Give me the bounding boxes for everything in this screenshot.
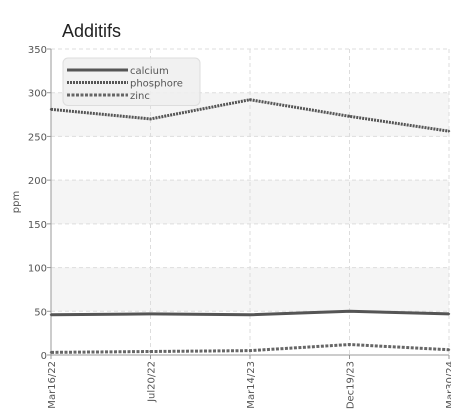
grid-band: [51, 180, 449, 224]
data-point-calcium: [49, 313, 53, 316]
y-tick-label: 200: [28, 176, 47, 187]
x-tick-label: Mar16/22: [47, 361, 58, 409]
series-lines: [49, 98, 451, 354]
y-tick-label: 100: [28, 264, 47, 275]
x-tick-label: Mar14/23: [246, 361, 257, 409]
data-point-calcium: [348, 310, 351, 313]
y-tick-label: 0: [41, 351, 47, 362]
grid-bands: [51, 92, 449, 312]
legend-label-zinc: zinc: [130, 91, 150, 102]
y-tick-label: 250: [28, 132, 47, 143]
data-point-phosphore: [447, 129, 451, 133]
axes: [47, 48, 450, 359]
chart-title: Additifs: [62, 21, 121, 41]
data-point-zinc: [149, 350, 152, 353]
y-tick-label: 50: [34, 307, 47, 318]
x-tick-label: Mar30/24: [445, 361, 451, 409]
data-point-phosphore: [248, 98, 252, 101]
legend-label-phosphore: phosphore: [130, 79, 183, 90]
y-tick-labels: 0 50 100 150 200 250 300 350: [28, 45, 47, 362]
y-tick-label: 350: [28, 45, 47, 56]
data-point-zinc: [447, 348, 451, 351]
data-point-calcium: [447, 312, 451, 316]
data-point-calcium: [248, 313, 252, 316]
x-tick-label: Dec19/23: [346, 361, 357, 409]
y-tick-label: 300: [28, 89, 47, 100]
data-point-phosphore: [149, 117, 152, 121]
x-tick-labels: Mar16/22 Jul20/22 Mar14/23 Dec19/23 Mar30/24: [47, 361, 451, 409]
y-tick-label: 150: [28, 220, 47, 231]
data-point-zinc: [348, 343, 351, 346]
data-point-zinc: [49, 351, 53, 354]
data-point-calcium: [149, 312, 152, 316]
y-axis-label: ppm: [11, 191, 22, 213]
x-tick-label: Jul20/22: [147, 361, 158, 403]
data-point-phosphore: [348, 115, 351, 118]
data-point-phosphore: [49, 108, 53, 111]
data-point-zinc: [248, 349, 252, 352]
legend-label-calcium: calcium: [130, 66, 169, 77]
